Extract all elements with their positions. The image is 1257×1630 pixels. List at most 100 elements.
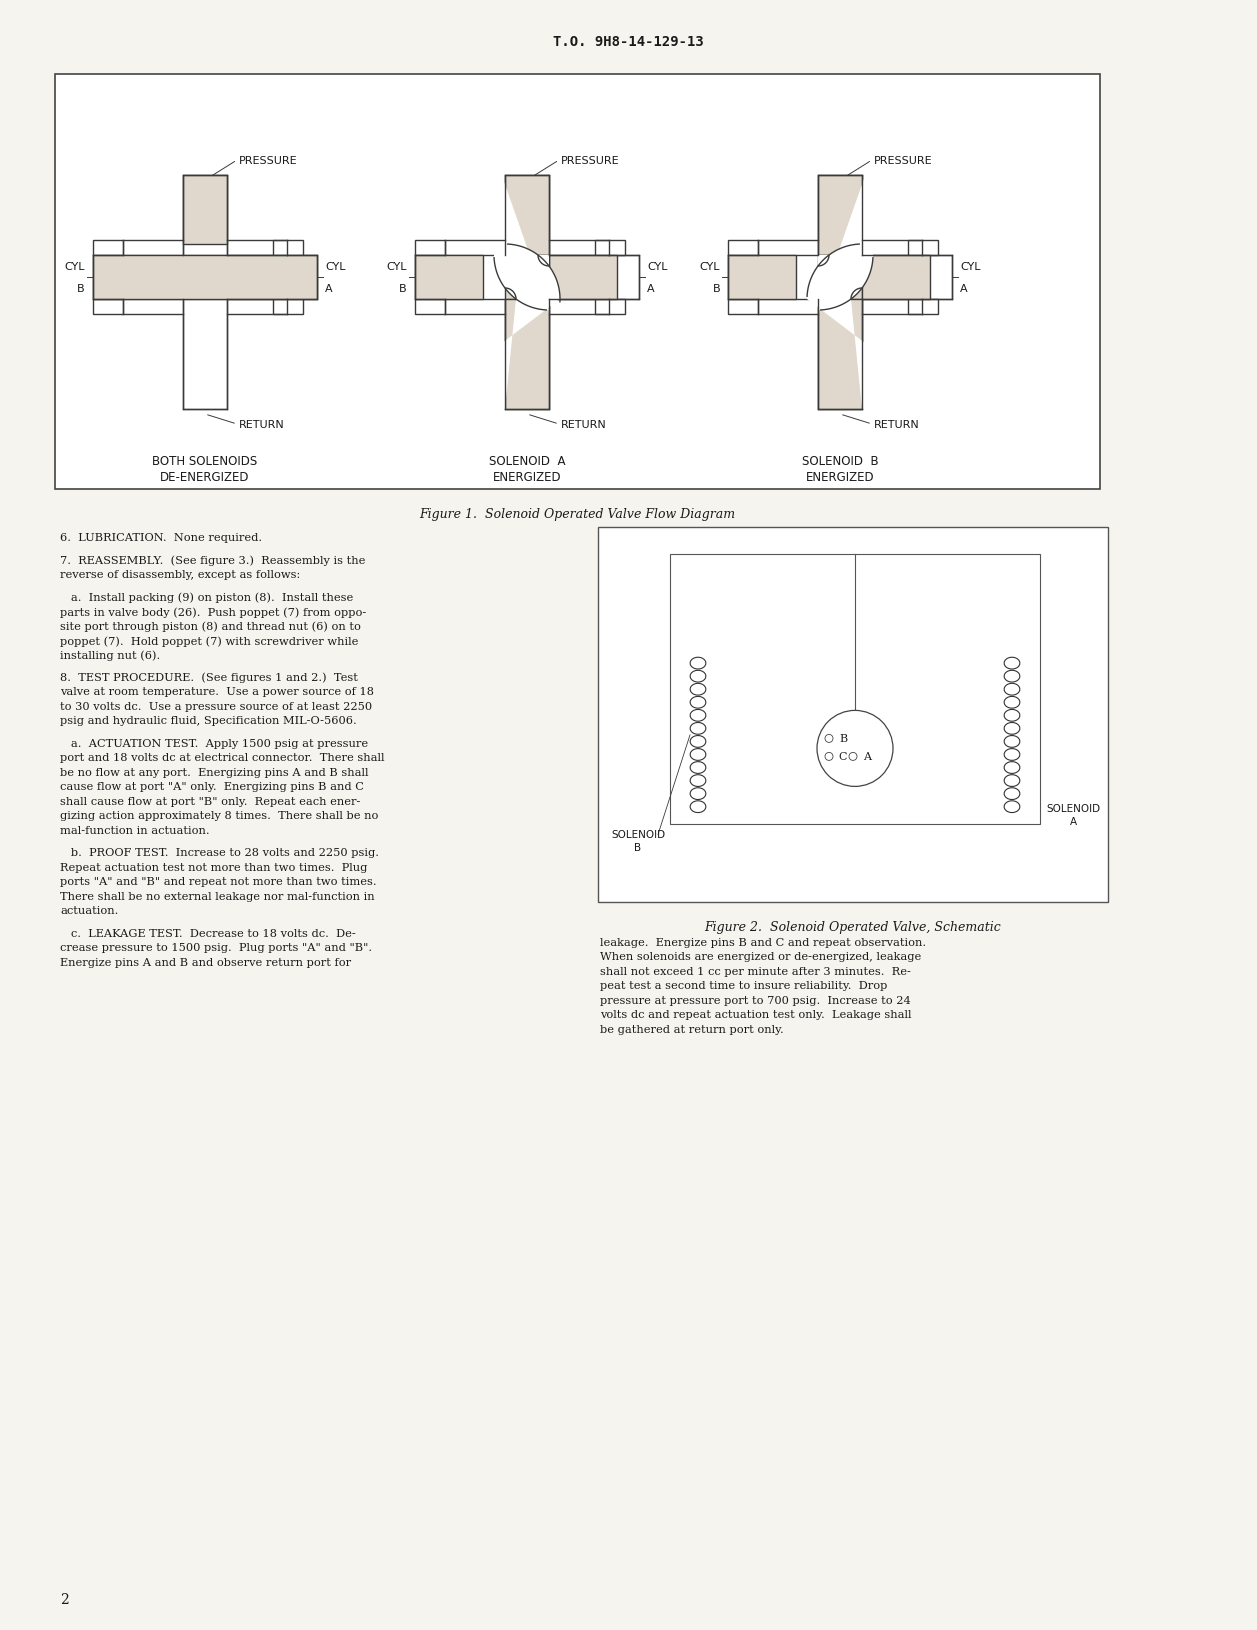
Text: CYL: CYL (326, 262, 346, 272)
Text: B: B (713, 284, 720, 293)
Text: RETURN: RETURN (239, 421, 285, 430)
Bar (598, 528, 1107, 903)
Text: BOTH SOLENOIDS: BOTH SOLENOIDS (152, 455, 258, 468)
Bar (505, 256, 549, 300)
Text: A: A (647, 284, 655, 293)
Text: PRESSURE: PRESSURE (239, 156, 298, 166)
Bar (595, 241, 625, 256)
Bar (93, 256, 317, 300)
Text: be no flow at any port.  Energizing pins A and B shall: be no flow at any port. Energizing pins … (60, 768, 368, 778)
Text: CYL: CYL (960, 262, 980, 272)
Text: CYL: CYL (699, 262, 720, 272)
Text: a.  ACTUATION TEST.  Apply 1500 psig at pressure: a. ACTUATION TEST. Apply 1500 psig at pr… (60, 738, 368, 748)
Bar (93, 241, 123, 256)
Text: installing nut (6).: installing nut (6). (60, 650, 160, 660)
Text: actuation.: actuation. (60, 906, 118, 916)
Bar (908, 241, 938, 256)
Text: shall cause flow at port "B" only.  Repeat each ener-: shall cause flow at port "B" only. Repea… (60, 797, 361, 807)
Bar (55, 75, 1100, 489)
Text: pressure at pressure port to 700 psig.  Increase to 24: pressure at pressure port to 700 psig. I… (600, 996, 911, 1006)
Text: psig and hydraulic fluid, Specification MIL-O-5606.: psig and hydraulic fluid, Specification … (60, 716, 357, 725)
Bar (415, 256, 483, 300)
Text: ENERGIZED: ENERGIZED (806, 471, 875, 484)
Bar (415, 300, 445, 315)
Bar (670, 554, 1040, 825)
Text: PRESSURE: PRESSURE (874, 156, 933, 166)
Circle shape (825, 753, 833, 761)
Bar (549, 256, 617, 300)
Text: DE-ENERGIZED: DE-ENERGIZED (160, 471, 250, 484)
Bar (505, 300, 549, 409)
Text: T.O. 9H8-14-129-13: T.O. 9H8-14-129-13 (553, 34, 704, 49)
Circle shape (825, 735, 833, 743)
Polygon shape (415, 244, 561, 409)
Text: CYL: CYL (64, 262, 85, 272)
Text: CYL: CYL (647, 262, 667, 272)
Text: 6.  LUBRICATION.  None required.: 6. LUBRICATION. None required. (60, 533, 263, 543)
Bar (908, 300, 938, 315)
Text: SOLENOID  A: SOLENOID A (489, 455, 566, 468)
Bar (93, 256, 317, 300)
Bar (818, 300, 862, 409)
Bar (184, 176, 228, 256)
Text: Repeat actuation test not more than two times.  Plug: Repeat actuation test not more than two … (60, 862, 367, 872)
Text: 7.  REASSEMBLY.  (See figure 3.)  Reassembly is the: 7. REASSEMBLY. (See figure 3.) Reassembl… (60, 556, 366, 566)
Bar (728, 256, 952, 300)
Text: Figure 1.  Solenoid Operated Valve Flow Diagram: Figure 1. Solenoid Operated Valve Flow D… (419, 507, 735, 520)
Text: 2: 2 (60, 1593, 69, 1606)
Bar (818, 300, 862, 409)
Text: B: B (838, 734, 847, 743)
Text: B: B (635, 843, 641, 852)
Text: There shall be no external leakage nor mal-function in: There shall be no external leakage nor m… (60, 892, 375, 901)
Circle shape (817, 711, 892, 787)
Bar (415, 256, 639, 300)
Bar (818, 256, 862, 300)
Polygon shape (807, 244, 952, 409)
Bar (505, 176, 549, 256)
Bar (595, 300, 625, 315)
Bar (93, 300, 123, 315)
Text: crease pressure to 1500 psig.  Plug ports "A" and "B".: crease pressure to 1500 psig. Plug ports… (60, 942, 372, 954)
Bar (184, 176, 228, 244)
Text: SOLENOID: SOLENOID (611, 830, 665, 839)
Text: ports "A" and "B" and repeat not more than two times.: ports "A" and "B" and repeat not more th… (60, 877, 377, 887)
Text: volts dc and repeat actuation test only.  Leakage shall: volts dc and repeat actuation test only.… (600, 1011, 911, 1020)
Text: cause flow at port "A" only.  Energizing pins B and C: cause flow at port "A" only. Energizing … (60, 782, 363, 792)
Text: gizing action approximately 8 times.  There shall be no: gizing action approximately 8 times. The… (60, 810, 378, 822)
Text: valve at room temperature.  Use a power source of 18: valve at room temperature. Use a power s… (60, 686, 375, 698)
Text: A: A (864, 751, 871, 761)
Polygon shape (818, 153, 874, 311)
Text: leakage.  Energize pins B and C and repeat observation.: leakage. Energize pins B and C and repea… (600, 937, 926, 947)
Bar (273, 300, 303, 315)
Text: RETURN: RETURN (874, 421, 920, 430)
Text: C: C (838, 751, 847, 761)
Bar (728, 256, 796, 300)
Bar (184, 300, 228, 409)
Bar (505, 300, 549, 409)
Text: B: B (78, 284, 85, 293)
Text: mal-function in actuation.: mal-function in actuation. (60, 825, 210, 836)
Text: b.  PROOF TEST.  Increase to 28 volts and 2250 psig.: b. PROOF TEST. Increase to 28 volts and … (60, 848, 380, 857)
Text: A: A (960, 284, 968, 293)
Text: SOLENOID  B: SOLENOID B (802, 455, 879, 468)
Bar (818, 176, 862, 256)
Text: parts in valve body (26).  Push poppet (7) from oppo-: parts in valve body (26). Push poppet (7… (60, 606, 366, 618)
Polygon shape (494, 153, 549, 311)
Text: peat test a second time to insure reliability.  Drop: peat test a second time to insure reliab… (600, 981, 887, 991)
Text: A: A (1070, 817, 1076, 826)
Text: a.  Install packing (9) on piston (8).  Install these: a. Install packing (9) on piston (8). In… (60, 592, 353, 603)
Text: c.  LEAKAGE TEST.  Decrease to 18 volts dc.  De-: c. LEAKAGE TEST. Decrease to 18 volts dc… (60, 927, 356, 939)
Bar (273, 241, 303, 256)
Text: reverse of disassembly, except as follows:: reverse of disassembly, except as follow… (60, 569, 300, 580)
Text: A: A (326, 284, 333, 293)
Text: Figure 2.  Solenoid Operated Valve, Schematic: Figure 2. Solenoid Operated Valve, Schem… (705, 921, 1002, 934)
Text: Energize pins A and B and observe return port for: Energize pins A and B and observe return… (60, 957, 351, 967)
Bar (415, 241, 445, 256)
Text: SOLENOID: SOLENOID (1046, 804, 1100, 813)
Text: poppet (7).  Hold poppet (7) with screwdriver while: poppet (7). Hold poppet (7) with screwdr… (60, 636, 358, 645)
Text: B: B (400, 284, 407, 293)
Bar (505, 176, 549, 256)
Text: RETURN: RETURN (561, 421, 607, 430)
Text: site port through piston (8) and thread nut (6) on to: site port through piston (8) and thread … (60, 621, 361, 632)
Text: PRESSURE: PRESSURE (561, 156, 620, 166)
